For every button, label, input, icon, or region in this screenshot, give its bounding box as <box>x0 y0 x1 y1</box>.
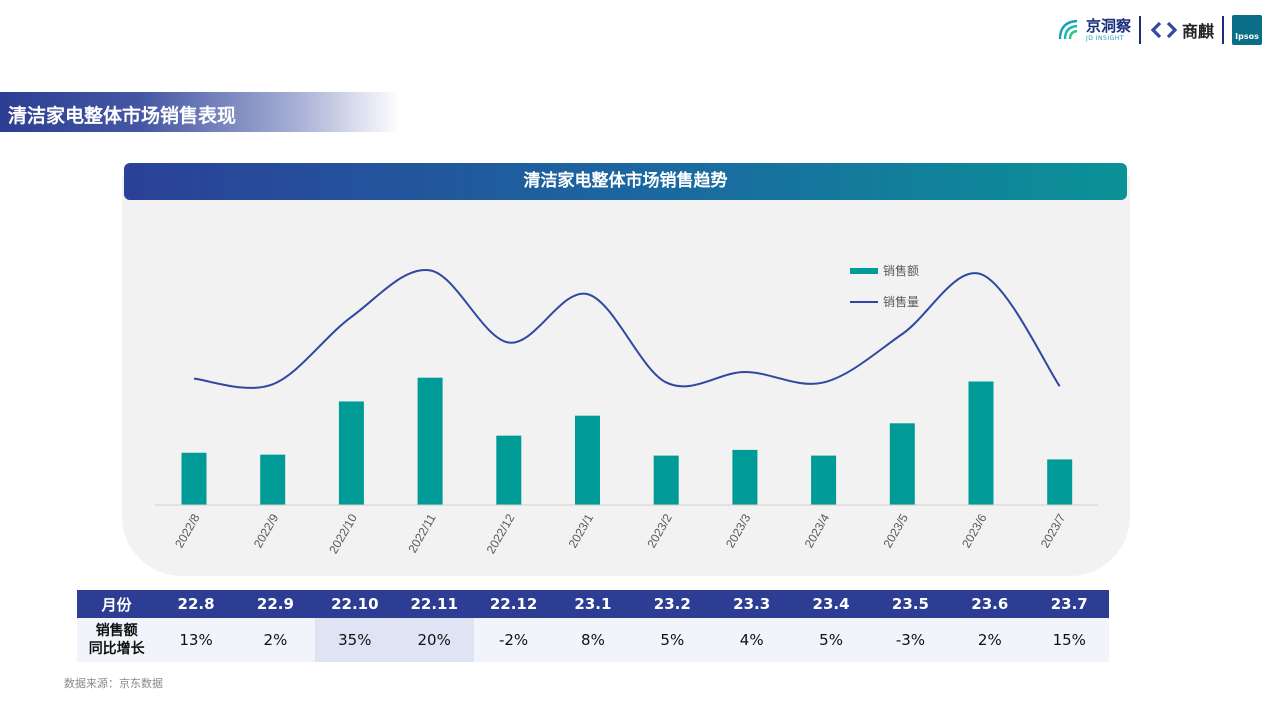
chart-panel <box>122 176 1130 576</box>
table-growth-cell: -2% <box>473 618 554 662</box>
table-growth-cell: 13% <box>156 618 236 662</box>
table-row-label: 销售额 同比增长 <box>77 618 157 662</box>
growth-table: 月份 22.8 22.9 22.10 22.11 22.12 23.1 23.2… <box>77 590 1109 662</box>
table-header-label: 月份 <box>77 590 157 618</box>
table-growth-cell-highlight: 20% <box>394 618 474 662</box>
sales-amount-bar <box>338 401 364 505</box>
x-tick-label: 2023/5 <box>880 511 911 550</box>
jd-logo-en: JD INSIGHT <box>1085 34 1124 42</box>
sales-amount-bar <box>575 415 600 505</box>
table-month: 23.7 <box>1029 590 1109 618</box>
sales-amount-bar <box>968 381 994 505</box>
table-growth-cell: 4% <box>712 618 792 662</box>
x-tick-label: 2022/8 <box>172 511 203 550</box>
sales-amount-bar <box>260 454 286 505</box>
page-title-band: 清洁家电整体市场销售表现 <box>0 92 400 132</box>
legend-line-label: 销售量 <box>883 294 919 309</box>
table-month: 23.2 <box>632 590 712 618</box>
x-tick-label: 2022/9 <box>251 511 282 550</box>
logo-divider <box>1222 16 1224 44</box>
table-growth-cell: 2% <box>235 618 316 662</box>
sales-amount-bar <box>889 423 915 505</box>
x-tick-label: 2023/2 <box>644 511 675 550</box>
page-title: 清洁家电整体市场销售表现 <box>8 105 237 127</box>
legend-bar-label: 销售额 <box>883 263 919 278</box>
sales-amount-bar <box>496 435 522 505</box>
shangqi-logo-text: 商麒 <box>1181 22 1214 41</box>
table-growth-cell: 2% <box>950 618 1030 662</box>
table-header-row: 月份 22.8 22.9 22.10 22.11 22.12 23.1 23.2… <box>77 590 1109 618</box>
x-tick-label: 2023/6 <box>959 511 990 550</box>
x-tick-label: 2023/4 <box>802 511 833 550</box>
table-month: 23.5 <box>870 590 951 618</box>
table-month: 22.10 <box>315 590 395 618</box>
ipsos-logo: Ipsos <box>1232 15 1262 45</box>
sales-amount-bar <box>732 449 758 505</box>
table-month: 23.1 <box>553 590 633 618</box>
x-tick-label: 2022/12 <box>484 511 518 556</box>
table-month: 23.4 <box>791 590 871 618</box>
table-growth-row: 销售额 同比增长 13% 2% 35% 20% -2% 8% 5% 4% 5% … <box>77 618 1109 662</box>
sales-amount-bar <box>181 452 207 505</box>
sales-amount-bar <box>653 455 679 505</box>
table-month: 22.11 <box>394 590 474 618</box>
table-growth-cell: 5% <box>632 618 712 662</box>
legend-bar-swatch <box>850 268 878 274</box>
jd-insight-logo: 京洞察 JD INSIGHT <box>1056 17 1131 43</box>
x-tick-label: 2022/10 <box>326 511 360 556</box>
row-label-line1: 销售额 <box>95 623 138 639</box>
table-growth-cell: 5% <box>791 618 871 662</box>
sales-amount-bar <box>1047 459 1073 505</box>
row-label-line2: 同比增长 <box>88 641 145 657</box>
sales-amount-bar <box>417 377 443 505</box>
x-tick-label: 2023/1 <box>566 511 597 550</box>
table-month: 22.12 <box>473 590 554 618</box>
table-month: 23.3 <box>712 590 792 618</box>
sales-volume-line <box>193 269 1061 389</box>
shangqi-icon <box>1150 21 1178 39</box>
table-growth-cell: -3% <box>870 618 951 662</box>
table-growth-cell: 8% <box>553 618 633 662</box>
x-tick-label: 2022/11 <box>405 511 439 555</box>
logo-divider <box>1138 16 1141 44</box>
logo-bar: 京洞察 JD INSIGHT 商麒 Ipsos <box>1056 14 1262 46</box>
table-month: 23.6 <box>950 590 1030 618</box>
data-source-note: 数据来源：京东数据 <box>64 677 163 690</box>
sales-amount-bar <box>811 455 837 505</box>
x-tick-label: 2023/3 <box>723 511 754 550</box>
jd-logo-cn: 京洞察 <box>1085 16 1131 35</box>
x-tick-label: 2023/7 <box>1038 511 1069 550</box>
shangqi-logo: 商麒 <box>1149 18 1214 42</box>
chart-title: 清洁家电整体市场销售趋势 <box>124 163 1127 200</box>
table-growth-cell-highlight: 35% <box>315 618 395 662</box>
table-month: 22.8 <box>156 590 236 618</box>
jd-insight-icon <box>1058 19 1078 40</box>
table-month: 22.9 <box>235 590 316 618</box>
table-growth-cell: 15% <box>1029 618 1109 662</box>
